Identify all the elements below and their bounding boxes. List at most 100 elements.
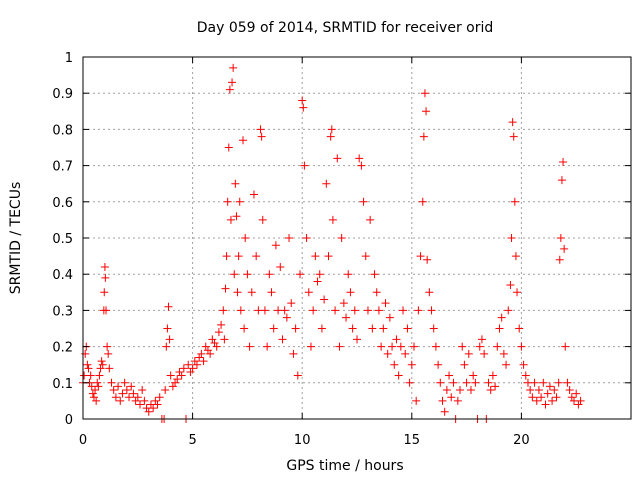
data-point (138, 386, 147, 395)
data-point (359, 197, 368, 206)
data-point (291, 324, 300, 333)
data-point (93, 378, 102, 387)
data-point (228, 78, 237, 87)
data-point (257, 132, 266, 141)
data-point (282, 313, 291, 322)
data-point (403, 324, 412, 333)
data-point (383, 349, 392, 358)
data-point (298, 96, 307, 105)
data-point (161, 386, 170, 395)
data-point (361, 252, 370, 261)
data-point (219, 306, 228, 315)
data-point (232, 212, 241, 221)
data-point (135, 400, 144, 409)
data-point (320, 295, 329, 304)
data-point (133, 393, 142, 402)
data-point (422, 107, 431, 116)
data-point (199, 357, 208, 366)
data-point (493, 342, 502, 351)
data-point (346, 288, 355, 297)
data-point (372, 288, 381, 297)
data-point (565, 386, 574, 395)
data-point (239, 136, 248, 145)
data-point (499, 349, 508, 358)
grid-lines (83, 57, 631, 419)
data-point (511, 252, 520, 261)
data-point (256, 125, 265, 134)
data-point (328, 215, 337, 224)
x-axis-label: GPS time / hours (286, 458, 403, 474)
data-point (109, 386, 118, 395)
data-point (381, 299, 390, 308)
data-point (265, 270, 274, 279)
data-point (231, 179, 240, 188)
x-tick-labels: 0 5 10 15 20 (79, 433, 530, 448)
data-point (504, 306, 513, 315)
data-point (263, 342, 272, 351)
data-point (91, 386, 100, 395)
data-point (366, 215, 375, 224)
data-point (355, 154, 364, 163)
data-point (127, 382, 136, 391)
data-point (125, 393, 134, 402)
data-point (534, 386, 543, 395)
data-point (477, 335, 486, 344)
data-point (561, 342, 570, 351)
data-point (236, 306, 245, 315)
x-tick-label: 20 (513, 433, 530, 448)
data-point (370, 270, 379, 279)
data-point (140, 396, 149, 405)
x-tick-label: 10 (294, 433, 311, 448)
data-point (425, 288, 434, 297)
data-point (247, 288, 256, 297)
data-point (249, 190, 258, 199)
data-point (515, 324, 524, 333)
data-point (420, 89, 429, 98)
data-point (563, 378, 572, 387)
data-point (462, 378, 471, 387)
data-point (447, 393, 456, 402)
data-point (230, 270, 239, 279)
data-point (458, 342, 467, 351)
data-point (313, 277, 322, 286)
y-tick-label: 0.3 (52, 304, 73, 319)
data-point (431, 342, 440, 351)
data-point (285, 234, 294, 242)
data-point (226, 215, 235, 224)
y-tick-label: 0.7 (52, 160, 73, 175)
y-tick-label: 0.6 (52, 196, 73, 211)
data-point (350, 306, 359, 315)
data-point (545, 382, 554, 391)
data-point (240, 324, 249, 333)
y-tick-labels: 0 0.1 0.2 0.3 0.4 0.5 0.6 0.7 0.8 0.9 1 (52, 51, 73, 428)
data-point (456, 386, 465, 395)
y-tick-label: 0.9 (52, 87, 73, 102)
data-point (333, 154, 342, 163)
data-point (105, 364, 114, 373)
data-point (188, 364, 197, 373)
data-point (192, 360, 201, 369)
data-point (464, 349, 473, 358)
data-point (241, 234, 250, 242)
data-point (392, 335, 401, 344)
data-point (315, 270, 324, 279)
data-point (155, 393, 164, 402)
data-point (572, 389, 581, 398)
data-point (100, 288, 109, 297)
data-point (513, 288, 522, 297)
data-point (510, 197, 519, 206)
y-tick-label: 0.4 (52, 268, 73, 283)
data-point (445, 371, 454, 380)
data-point (423, 255, 432, 264)
data-point (541, 400, 550, 409)
data-point (304, 288, 313, 297)
data-point (326, 132, 335, 141)
data-point (337, 234, 346, 242)
data-point (488, 371, 497, 380)
data-point (166, 371, 175, 380)
data-point (399, 306, 408, 315)
data-point (86, 371, 95, 380)
data-point (556, 234, 565, 242)
data-point (385, 313, 394, 322)
